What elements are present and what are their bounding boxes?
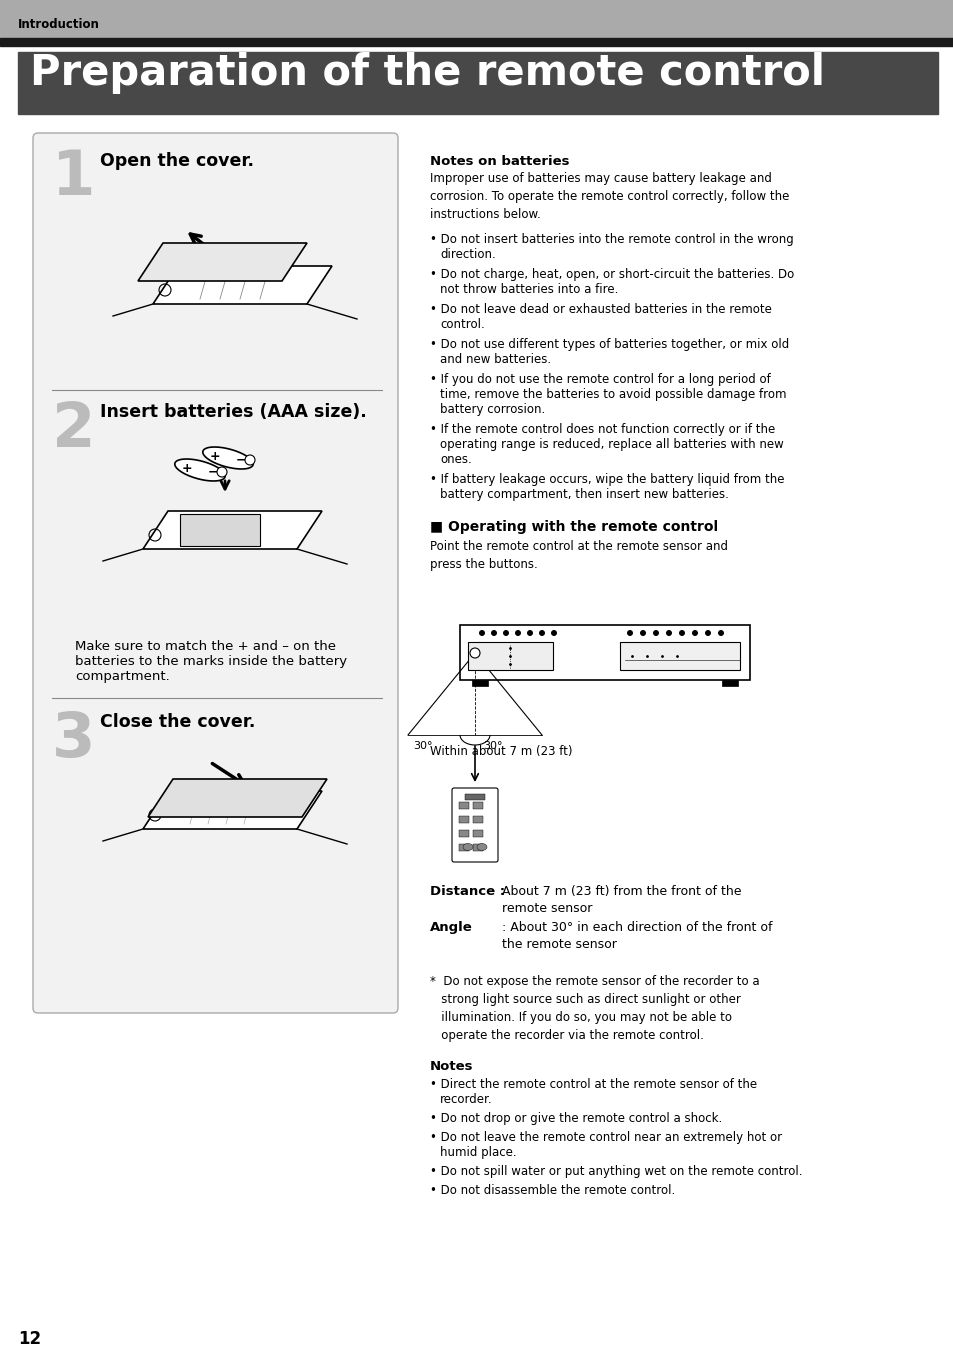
Bar [473, 830, 482, 837]
Bar [473, 802, 482, 809]
Circle shape [639, 630, 645, 636]
Bar [458, 816, 469, 824]
Polygon shape [143, 791, 322, 829]
Text: not throw batteries into a fire.: not throw batteries into a fire. [439, 283, 618, 297]
Text: operating range is reduced, replace all batteries with new: operating range is reduced, replace all … [439, 438, 783, 452]
Text: battery corrosion.: battery corrosion. [439, 403, 545, 417]
Polygon shape [138, 243, 307, 280]
Text: • Direct the remote control at the remote sensor of the: • Direct the remote control at the remot… [430, 1078, 757, 1091]
Bar [0, 38, 953, 46]
Bar [459, 625, 749, 679]
FancyBboxPatch shape [452, 789, 497, 861]
Text: 1: 1 [52, 148, 95, 208]
Text: • Do not disassemble the remote control.: • Do not disassemble the remote control. [430, 1184, 675, 1197]
Text: About 7 m (23 ft) from the front of the
remote sensor: About 7 m (23 ft) from the front of the … [501, 886, 740, 915]
Polygon shape [148, 779, 327, 817]
Bar [458, 802, 469, 809]
Bar [464, 794, 484, 799]
Text: battery compartment, then insert new batteries.: battery compartment, then insert new bat… [439, 488, 728, 501]
Bar [458, 844, 469, 851]
Circle shape [704, 630, 710, 636]
Polygon shape [174, 460, 225, 481]
Text: • Do not leave dead or exhausted batteries in the remote: • Do not leave dead or exhausted batteri… [430, 303, 771, 315]
Circle shape [478, 630, 484, 636]
Circle shape [470, 648, 479, 658]
Circle shape [551, 630, 557, 636]
Text: Angle: Angle [430, 921, 473, 934]
Text: 2: 2 [52, 400, 95, 460]
Bar [473, 844, 482, 851]
Circle shape [538, 630, 544, 636]
Text: • Do not insert batteries into the remote control in the wrong: • Do not insert batteries into the remot… [430, 233, 793, 245]
Bar [468, 642, 553, 670]
Text: Improper use of batteries may cause battery leakage and
corrosion. To operate th: Improper use of batteries may cause batt… [430, 173, 788, 221]
Text: Notes on batteries: Notes on batteries [430, 155, 569, 168]
Text: • Do not use different types of batteries together, or mix old: • Do not use different types of batterie… [430, 338, 788, 350]
Text: • Do not leave the remote control near an extremely hot or: • Do not leave the remote control near a… [430, 1131, 781, 1144]
Ellipse shape [476, 844, 486, 851]
Text: +: + [181, 461, 193, 474]
Circle shape [502, 630, 509, 636]
Text: *  Do not expose the remote sensor of the recorder to a
   strong light source s: * Do not expose the remote sensor of the… [430, 975, 759, 1042]
Text: recorder.: recorder. [439, 1093, 492, 1105]
Circle shape [515, 630, 520, 636]
FancyBboxPatch shape [33, 133, 397, 1012]
Text: −: − [208, 465, 218, 479]
Text: Distance :: Distance : [430, 886, 504, 898]
Text: and new batteries.: and new batteries. [439, 353, 551, 367]
Bar [619, 642, 740, 670]
Text: Introduction: Introduction [18, 19, 100, 31]
Bar [18, 53, 937, 115]
Text: time, remove the batteries to avoid possible damage from: time, remove the batteries to avoid poss… [439, 388, 785, 400]
Text: control.: control. [439, 318, 484, 332]
Text: direction.: direction. [439, 248, 496, 262]
Text: • Do not spill water or put anything wet on the remote control.: • Do not spill water or put anything wet… [430, 1165, 801, 1178]
Text: : About 30° in each direction of the front of
the remote sensor: : About 30° in each direction of the fro… [501, 921, 772, 950]
Text: ■ Operating with the remote control: ■ Operating with the remote control [430, 520, 718, 534]
Polygon shape [152, 266, 332, 305]
Text: 12: 12 [18, 1330, 41, 1348]
Text: humid place.: humid place. [439, 1146, 517, 1159]
Text: • If battery leakage occurs, wipe the battery liquid from the: • If battery leakage occurs, wipe the ba… [430, 473, 783, 487]
Bar [180, 514, 260, 546]
Circle shape [526, 630, 533, 636]
Circle shape [245, 456, 254, 465]
Text: • Do not charge, heat, open, or short-circuit the batteries. Do: • Do not charge, heat, open, or short-ci… [430, 268, 794, 280]
Text: Within about 7 m (23 ft): Within about 7 m (23 ft) [430, 745, 572, 758]
Text: • If the remote control does not function correctly or if the: • If the remote control does not functio… [430, 423, 775, 435]
Text: +: + [210, 449, 220, 462]
Circle shape [679, 630, 684, 636]
Circle shape [626, 630, 633, 636]
Bar [473, 816, 482, 824]
Text: 3: 3 [52, 710, 95, 770]
Circle shape [491, 630, 497, 636]
Circle shape [718, 630, 723, 636]
Ellipse shape [462, 844, 473, 851]
Text: 30°: 30° [413, 741, 432, 751]
Bar [458, 830, 469, 837]
Circle shape [665, 630, 671, 636]
Text: ones.: ones. [439, 453, 471, 466]
Polygon shape [203, 448, 253, 469]
Text: Close the cover.: Close the cover. [100, 713, 255, 731]
Polygon shape [143, 511, 322, 549]
Circle shape [216, 466, 227, 477]
Text: Make sure to match the + and – on the
batteries to the marks inside the battery
: Make sure to match the + and – on the ba… [75, 640, 347, 683]
Text: −: − [235, 453, 246, 466]
Bar [721, 679, 738, 686]
Text: 30°: 30° [482, 741, 502, 751]
Text: Open the cover.: Open the cover. [100, 152, 253, 170]
Text: Insert batteries (AAA size).: Insert batteries (AAA size). [100, 403, 366, 421]
Text: Notes: Notes [430, 1060, 473, 1073]
Bar [0, 0, 953, 38]
Text: Point the remote control at the remote sensor and
press the buttons.: Point the remote control at the remote s… [430, 541, 727, 572]
Text: • If you do not use the remote control for a long period of: • If you do not use the remote control f… [430, 373, 770, 386]
Text: • Do not drop or give the remote control a shock.: • Do not drop or give the remote control… [430, 1112, 721, 1126]
Circle shape [691, 630, 698, 636]
Text: Preparation of the remote control: Preparation of the remote control [30, 53, 824, 94]
Circle shape [652, 630, 659, 636]
Bar [472, 679, 488, 686]
